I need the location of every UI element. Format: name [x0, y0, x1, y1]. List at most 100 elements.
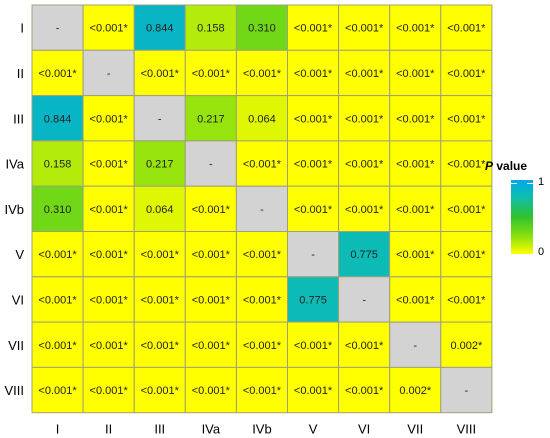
- heatmap-cell-label-IVa-VII: <0.001*: [396, 159, 435, 171]
- heatmap-cell-IVb-VIII: [440, 185, 493, 232]
- heatmap-cell-label-III-VI: <0.001*: [345, 113, 384, 125]
- heatmap-cell-label-II-III: <0.001*: [141, 68, 180, 80]
- heatmap-cell-label-VII-V: <0.001*: [294, 340, 333, 352]
- heatmap-cell-label-III-II: <0.001*: [90, 113, 129, 125]
- heatmap-cell-label-II-IVb: <0.001*: [243, 68, 282, 80]
- row-label-IVb: IVb: [4, 202, 24, 217]
- legend-min-label: 0: [538, 246, 545, 258]
- heatmap-cell-label-VI-V: 0.775: [299, 294, 327, 306]
- heatmap-cell-IVa-II: [82, 140, 135, 187]
- heatmap-cell-label-V-II: <0.001*: [90, 249, 129, 261]
- heatmap-cell-label-IVb-I: 0.310: [44, 204, 72, 216]
- column-label-VI: VI: [358, 422, 370, 437]
- heatmap-cell-I-III: [133, 4, 186, 51]
- heatmap-cell-label-V-VII: <0.001*: [396, 249, 435, 261]
- heatmap-cell-label-IVa-IVa: -: [209, 159, 213, 171]
- heatmap-cell-VIII-III: [133, 366, 186, 414]
- heatmap-cell-V-IVb: [235, 231, 288, 278]
- heatmap-cell-label-IVb-VIII: <0.001*: [447, 204, 486, 216]
- heatmap-cell-label-I-IVb: 0.310: [248, 23, 276, 35]
- heatmap-cell-V-VII: [389, 231, 442, 278]
- legend-colorbar: [511, 180, 533, 254]
- heatmap-cell-II-IVb: [235, 49, 288, 97]
- heatmap-cell-I-I: [31, 4, 84, 51]
- heatmap-cell-label-VII-II: <0.001*: [90, 340, 129, 352]
- heatmap-cell-label-V-VI: 0.775: [350, 249, 378, 261]
- heatmap-cell-label-VI-II: <0.001*: [90, 294, 129, 306]
- heatmap-cell-label-IVb-V: <0.001*: [294, 204, 333, 216]
- heatmap-cell-label-IVb-VI: <0.001*: [345, 204, 384, 216]
- heatmap-cell-label-VI-IVa: <0.001*: [192, 294, 231, 306]
- heatmap-cell-VII-V: [287, 321, 340, 368]
- heatmap-cell-VII-I: [31, 321, 84, 368]
- heatmap-cell-label-II-IVa: <0.001*: [192, 68, 231, 80]
- heatmap-cell-I-II: [82, 4, 135, 51]
- heatmap-cell-label-VI-I: <0.001*: [38, 294, 77, 306]
- legend-title-p: P: [485, 159, 494, 173]
- legend-max-label: 1: [538, 176, 545, 188]
- heatmap-cell-label-IVb-IVa: <0.001*: [192, 204, 231, 216]
- heatmap-cell-label-II-VIII: <0.001*: [447, 68, 486, 80]
- heatmap-cell-label-I-III: 0.844: [146, 23, 174, 35]
- heatmap-cell-IVb-III: [133, 185, 186, 232]
- heatmap-cell-label-II-II: -: [107, 68, 111, 80]
- heatmap-cell-label-III-IVb: 0.064: [248, 113, 276, 125]
- heatmap-cell-III-IVb: [235, 95, 288, 142]
- heatmap-cell-III-VIII: [440, 95, 493, 142]
- heatmap-cell-label-V-VIII: <0.001*: [447, 249, 486, 261]
- heatmap-cell-label-II-V: <0.001*: [294, 68, 333, 80]
- heatmap-cell-label-VIII-IVa: <0.001*: [192, 385, 231, 397]
- heatmap-cell-VIII-IVa: [184, 366, 237, 414]
- heatmap-cell-VIII-II: [82, 366, 135, 414]
- heatmap-cell-VIII-V: [287, 366, 340, 414]
- heatmap-cell-VIII-IVb: [235, 366, 288, 414]
- heatmap-cell-label-IVb-VII: <0.001*: [396, 204, 435, 216]
- column-label-IVb: IVb: [252, 422, 272, 437]
- heatmap-cell-label-VIII-VI: <0.001*: [345, 385, 384, 397]
- heatmap-cell-II-III: [133, 49, 186, 97]
- heatmap-cell-label-IVa-VIII: <0.001*: [447, 159, 486, 171]
- legend-title: P value: [485, 159, 527, 173]
- row-label-VIII: VIII: [4, 383, 24, 398]
- heatmap-cell-label-I-II: <0.001*: [90, 23, 129, 35]
- legend-tick-top-left: [511, 183, 517, 184]
- heatmap-cell-II-VII: [389, 49, 442, 97]
- heatmap-cell-label-III-VIII: <0.001*: [447, 113, 486, 125]
- heatmap-cell-IVb-I: [31, 185, 84, 232]
- heatmap-cell-label-VIII-VII: 0.002*: [399, 385, 432, 397]
- heatmap-cell-label-VII-VII: -: [413, 340, 417, 352]
- heatmap-cell-label-V-IVb: <0.001*: [243, 249, 282, 261]
- heatmap-cell-III-IVa: [184, 95, 237, 142]
- heatmap-cell-label-III-IVa: 0.217: [197, 113, 225, 125]
- heatmap-cell-label-I-VII: <0.001*: [396, 23, 435, 35]
- heatmap-cell-VI-II: [82, 276, 135, 323]
- heatmap-cell-VIII-VI: [338, 366, 391, 414]
- heatmap-cell-II-VIII: [440, 49, 493, 97]
- row-label-II: II: [17, 66, 24, 81]
- heatmap-cell-VIII-I: [31, 366, 84, 414]
- heatmap-cell-label-IVa-II: <0.001*: [90, 159, 129, 171]
- row-label-V: V: [15, 247, 24, 262]
- column-label-VIII: VIII: [457, 422, 477, 437]
- heatmap-cell-label-VI-VI: -: [362, 294, 366, 306]
- heatmap-cell-label-VIII-II: <0.001*: [90, 385, 129, 397]
- row-label-VI: VI: [12, 292, 24, 307]
- heatmap-cell-III-I: [31, 95, 84, 142]
- heatmap-cell-label-VI-IVb: <0.001*: [243, 294, 282, 306]
- heatmap-cell-label-V-III: <0.001*: [141, 249, 180, 261]
- heatmap-cell-label-VII-III: <0.001*: [141, 340, 180, 352]
- column-label-III: III: [154, 422, 165, 437]
- row-label-VII: VII: [8, 338, 24, 353]
- heatmap-cell-VII-IVa: [184, 321, 237, 368]
- heatmap-cell-label-IVa-I: 0.158: [44, 159, 72, 171]
- heatmap-cell-IVa-IVa: [184, 140, 237, 187]
- heatmap-cell-I-VII: [389, 4, 442, 51]
- heatmap-cell-label-IVb-II: <0.001*: [90, 204, 129, 216]
- heatmap-cell-V-IVa: [184, 231, 237, 278]
- heatmap-cell-label-I-VI: <0.001*: [345, 23, 384, 35]
- column-label-VII: VII: [407, 422, 423, 437]
- heatmap-cell-VI-VI: [338, 276, 391, 323]
- heatmap-cell-VII-VI: [338, 321, 391, 368]
- heatmap-cell-label-VIII-III: <0.001*: [141, 385, 180, 397]
